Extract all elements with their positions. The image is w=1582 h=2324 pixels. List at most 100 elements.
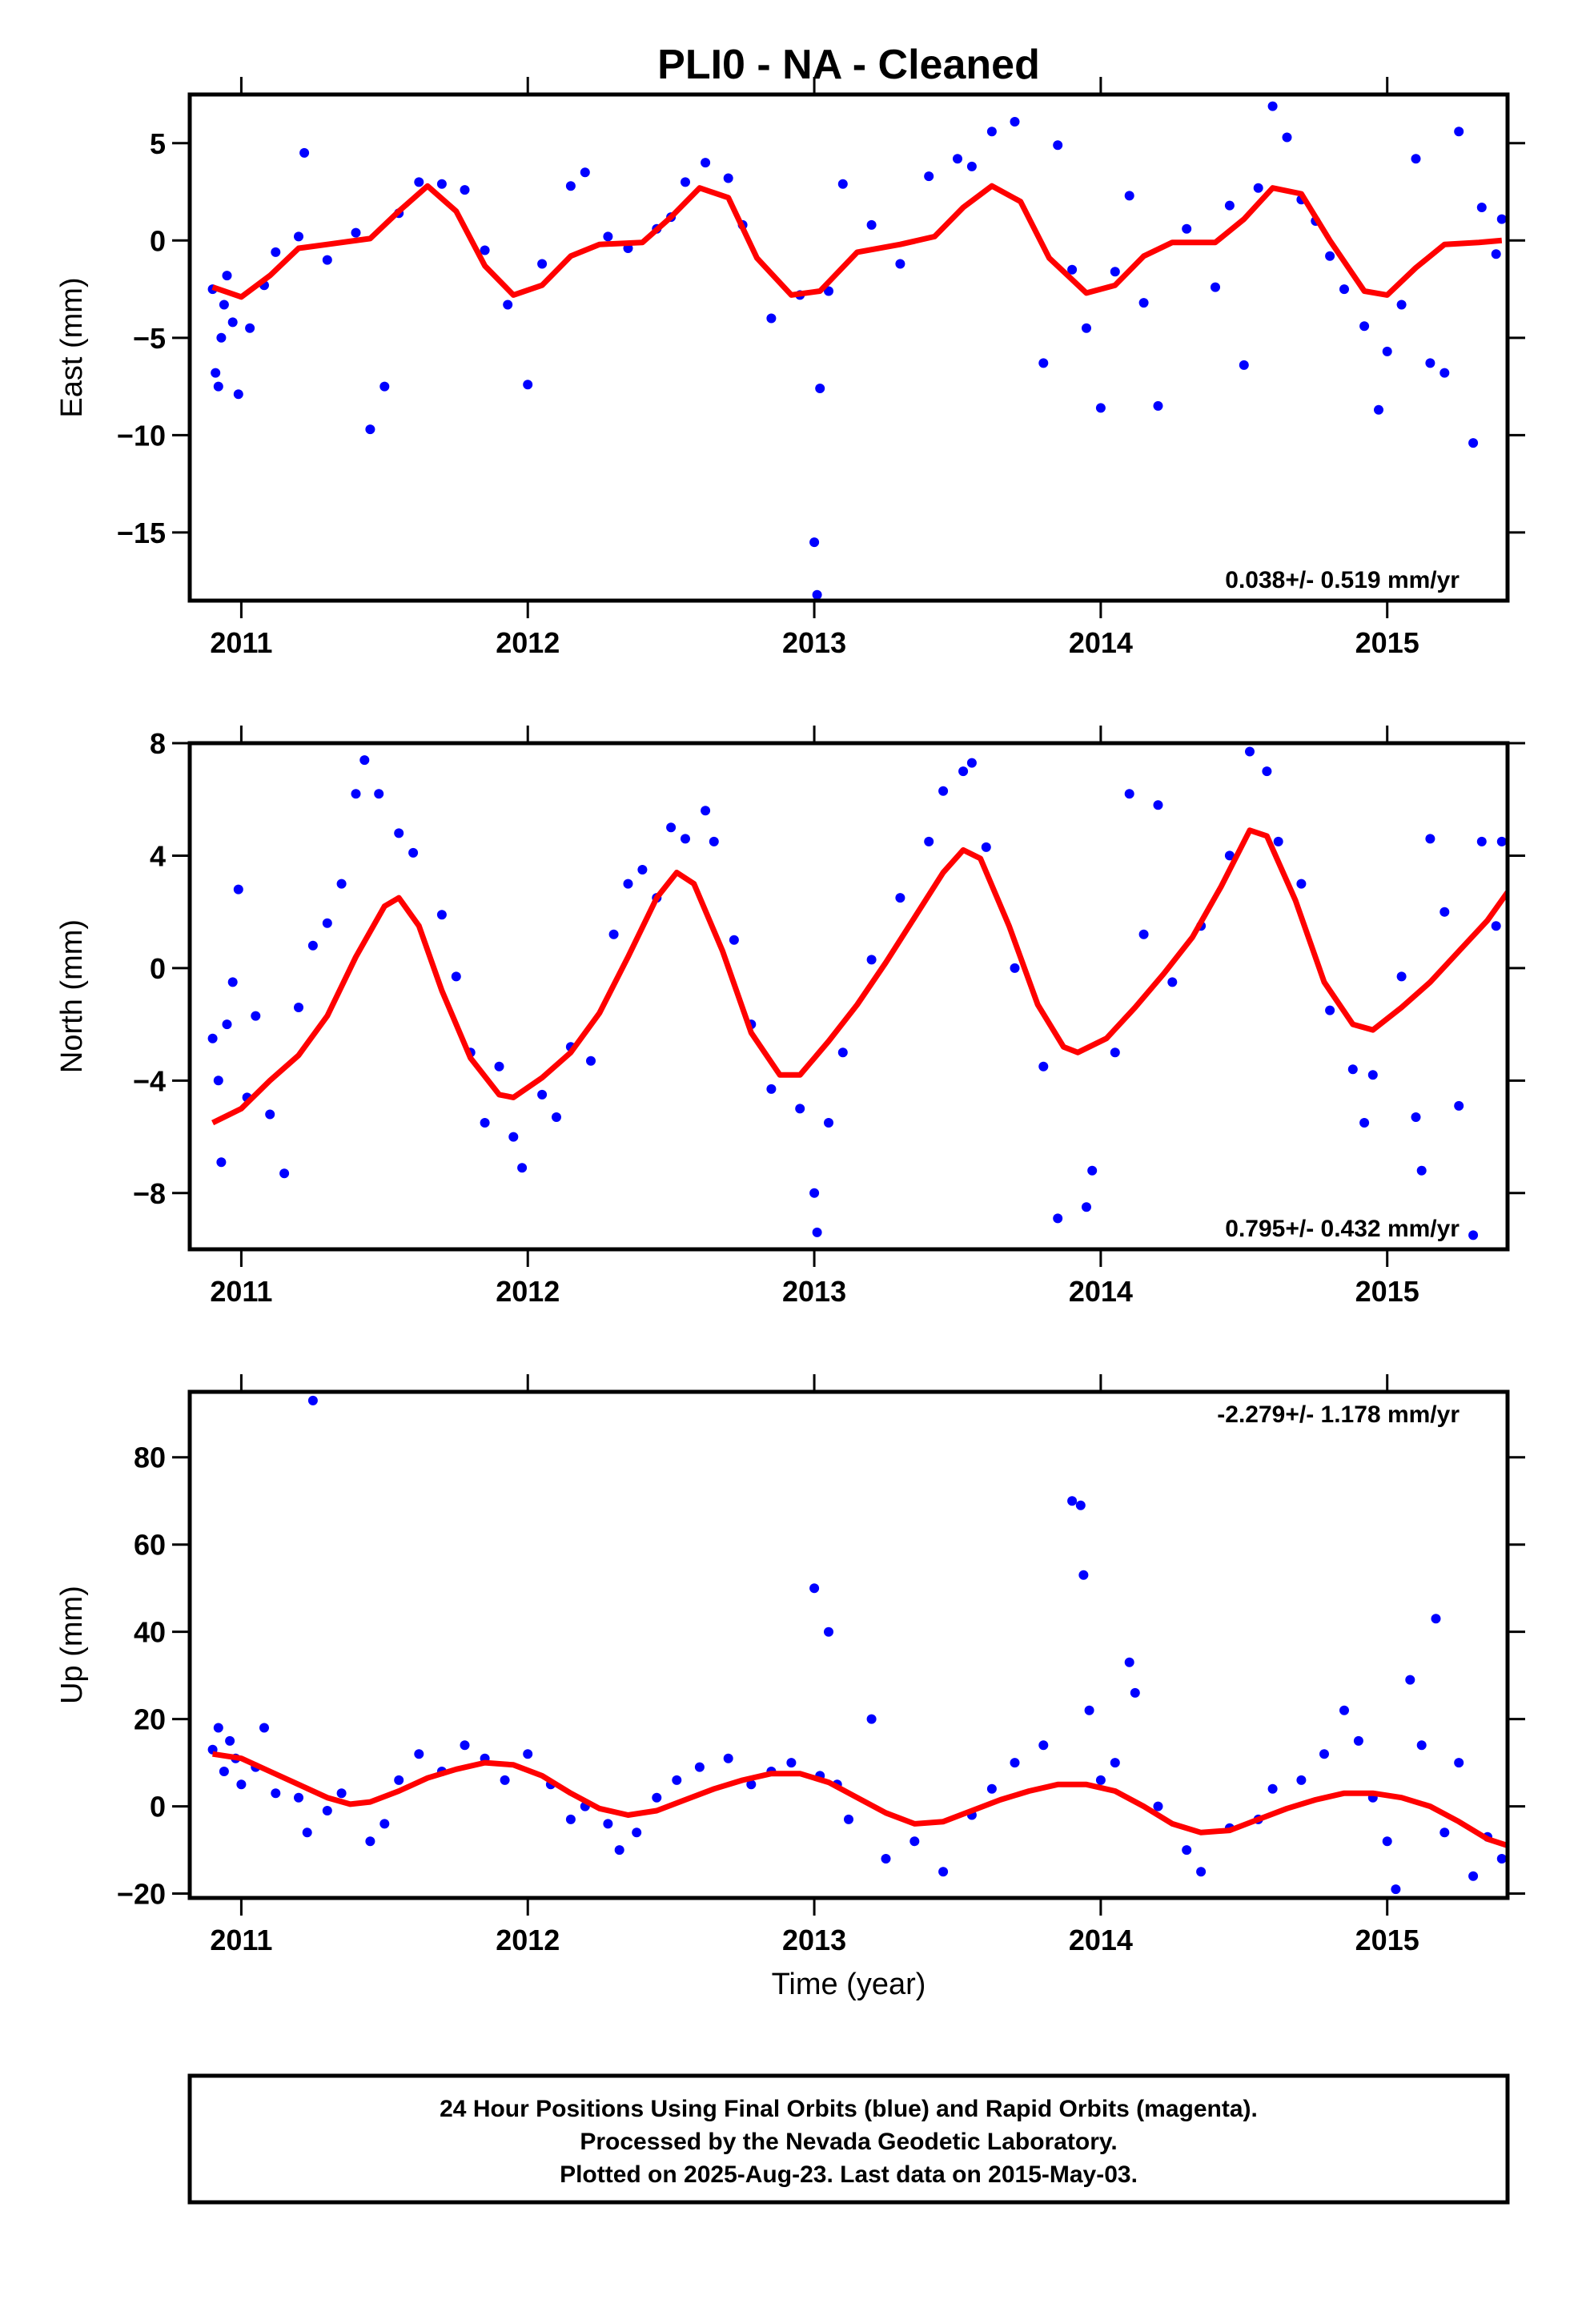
north-data-point (294, 1003, 303, 1012)
north-data-point (623, 879, 633, 889)
east-x-tick-label: 2014 (1069, 626, 1133, 659)
up-data-point (1067, 1496, 1078, 1506)
up-data-point (322, 1806, 332, 1815)
east-data-point (895, 259, 905, 269)
up-data-point (1110, 1758, 1120, 1768)
east-data-point (815, 384, 825, 393)
east-data-point (1095, 403, 1106, 413)
north-data-point (552, 1112, 561, 1122)
up-y-tick-label: 40 (134, 1616, 166, 1649)
up-data-point (909, 1836, 920, 1847)
up-data-point (213, 1723, 223, 1733)
up-data-point (723, 1753, 733, 1763)
north-data-point (866, 955, 877, 965)
up-data-point (307, 1395, 318, 1405)
east-data-point (365, 424, 375, 435)
north-data-point (222, 1019, 232, 1030)
east-data-point (322, 255, 332, 265)
up-y-tick-label: 80 (134, 1441, 166, 1474)
east-panel: 2011 2012 2013 2014 2015 5 0 −5 −10 −15 East (mm) 0… (55, 77, 1525, 659)
north-data-point (1167, 977, 1178, 987)
east-data-point (723, 173, 733, 183)
east-rate-label: 0.038+/- 0.519 mm/yr (1225, 567, 1460, 593)
north-data-point (279, 1168, 290, 1179)
east-y-tick-label: 5 (150, 127, 166, 160)
up-data-point (1153, 1801, 1163, 1811)
north-data-point (1124, 789, 1134, 799)
north-data-point (227, 977, 238, 987)
north-data-point (1425, 834, 1435, 844)
north-data-point (1416, 1165, 1427, 1176)
figure-title: PLI0 - NA - Cleaned (657, 42, 1040, 88)
x-axis-label: Time (year) (772, 1968, 926, 2001)
north-data-point (1347, 1064, 1358, 1075)
up-data-point (1339, 1705, 1349, 1715)
east-x-tick-label: 2011 (210, 626, 272, 659)
north-data-point (1367, 1070, 1378, 1080)
north-data-point (480, 1118, 490, 1128)
north-data-point (1273, 836, 1283, 846)
north-data-point (1439, 907, 1450, 917)
north-data-point (207, 1033, 218, 1043)
east-data-point (1425, 358, 1435, 368)
up-data-point (824, 1626, 833, 1637)
north-panel: 2011 2012 2013 2014 2015 8 4 0 −4 −8 North (mm) 0.7… (55, 726, 1525, 1308)
north-data-point (508, 1132, 519, 1142)
east-data-point (837, 179, 848, 189)
east-data-point (414, 177, 424, 187)
east-data-point (222, 271, 232, 281)
north-data-point (1245, 746, 1255, 757)
up-data-point (986, 1783, 997, 1794)
up-data-point (1084, 1705, 1094, 1715)
up-data-point (1075, 1500, 1086, 1510)
north-data-point (637, 865, 648, 875)
east-data-point (213, 381, 223, 392)
east-data-point (1082, 323, 1091, 333)
east-y-axis-label: East (mm) (55, 277, 89, 417)
north-data-point (1010, 963, 1020, 973)
north-data-point (1411, 1112, 1421, 1122)
north-data-point (1454, 1100, 1464, 1111)
north-data-point (681, 834, 690, 844)
north-data-point (795, 1104, 805, 1114)
up-data-point (271, 1788, 281, 1799)
east-data-point (379, 381, 390, 392)
east-data-point (523, 380, 533, 390)
east-plot-frame (187, 92, 1510, 603)
up-data-point (1439, 1827, 1450, 1838)
north-rate-label: 0.795+/- 0.432 mm/yr (1225, 1216, 1460, 1242)
north-data-point (966, 758, 977, 768)
north-data-point (451, 971, 461, 982)
up-data-point (1468, 1871, 1479, 1881)
east-data-point (701, 158, 711, 168)
north-data-point (958, 766, 969, 777)
east-data-point (1339, 284, 1349, 295)
up-data-point (1078, 1570, 1089, 1580)
north-data-point (837, 1047, 848, 1058)
east-data-point (1382, 346, 1392, 356)
up-data-point (1267, 1783, 1278, 1794)
east-data-point (219, 300, 229, 310)
up-data-point (1296, 1775, 1307, 1785)
north-data-point (517, 1163, 528, 1173)
north-data-point (924, 836, 934, 846)
east-data-point (211, 368, 221, 378)
north-data-point (809, 1188, 820, 1198)
north-y-axis-label: North (mm) (55, 919, 89, 1073)
east-data-point (245, 323, 255, 333)
north-data-point (938, 786, 949, 796)
north-data-point (824, 1118, 833, 1128)
up-data-point (500, 1775, 510, 1785)
north-plot-frame (187, 741, 1510, 1252)
north-data-point (1110, 1047, 1120, 1058)
up-x-tick-label: 2014 (1069, 1924, 1133, 1956)
up-x-tick-label: 2012 (496, 1924, 560, 1956)
north-x-tick-label: 2012 (496, 1275, 560, 1308)
north-data-point (265, 1109, 275, 1120)
up-data-point (1353, 1735, 1363, 1746)
east-data-point (1476, 203, 1487, 212)
up-data-point (652, 1792, 662, 1803)
east-data-point (603, 231, 613, 242)
east-data-point (1253, 183, 1263, 193)
